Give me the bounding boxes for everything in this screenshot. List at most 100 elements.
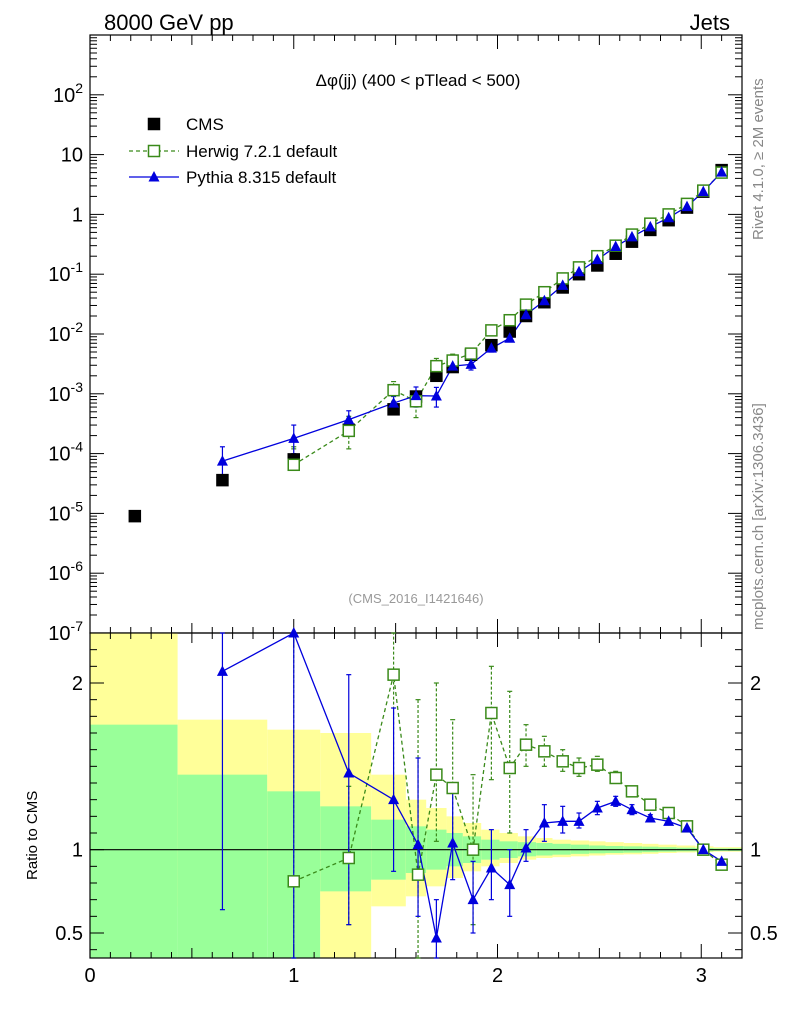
pythia-ratio-point	[610, 795, 622, 806]
herwig-ratio-point	[644, 798, 657, 811]
pythia-ratio-point	[430, 932, 442, 943]
pythia-ratio-point	[343, 767, 355, 778]
pythia-ratio-point	[557, 815, 569, 826]
herwig-ratio-point	[556, 755, 569, 768]
pythia-point	[216, 455, 228, 466]
legend-herwig-marker	[147, 144, 161, 158]
ytick-label: 10-7	[48, 618, 83, 645]
pythia-point	[644, 220, 656, 232]
herwig-ratio-point	[411, 868, 425, 881]
pythia-ratio-point	[485, 862, 497, 873]
pythia-point	[447, 360, 459, 371]
pythia-point	[573, 265, 585, 277]
herwig-ratio-point	[519, 738, 533, 751]
pythia-point	[410, 389, 422, 401]
pythia-point	[681, 200, 693, 212]
ytick-label: 10-6	[48, 558, 83, 585]
pythia-ratio-point	[504, 878, 516, 890]
legend-cms-marker	[147, 117, 161, 131]
legend-label: CMS	[186, 115, 224, 134]
ratio-ytick-label: 2	[72, 673, 83, 695]
ratio-panel: 0 1 2 3 0.5 0.5 1 1 2 2	[55, 627, 778, 987]
cms-point	[216, 473, 229, 487]
pythia-point	[485, 342, 497, 353]
pythia-point	[288, 432, 300, 443]
pythia-point	[697, 185, 709, 197]
pythia-ratio-point	[216, 665, 228, 676]
band-inner	[90, 724, 178, 958]
pythia-ratio-point	[644, 812, 656, 823]
herwig-ratio-point	[503, 761, 516, 775]
ratio-ytick-label: 2	[750, 673, 761, 695]
pythia-point	[520, 308, 532, 320]
pythia-point	[557, 279, 569, 290]
herwig-ratio-point	[387, 668, 400, 681]
ytick-label: 10-4	[48, 439, 83, 466]
herwig-point	[464, 347, 478, 360]
herwig-point	[287, 458, 300, 472]
ytick-label: 1	[72, 204, 83, 226]
pythia-point	[430, 389, 442, 401]
herwig-point	[430, 359, 443, 373]
pythia-point	[504, 332, 516, 343]
band-inner	[320, 806, 372, 892]
herwig-ratio-point	[446, 781, 459, 795]
pythia-point	[343, 413, 355, 425]
pythia-point	[716, 166, 728, 177]
pythia-ratio-point	[288, 627, 300, 638]
pythia-ratio-point	[412, 838, 424, 850]
pythia-point	[663, 211, 675, 223]
ytick-label: 10-5	[48, 498, 83, 525]
herwig-point	[485, 324, 498, 337]
pythia-ratio-point	[520, 842, 532, 853]
ytick-label: 10-2	[48, 319, 83, 346]
ratio-ytick-label: 0.5	[55, 923, 83, 945]
pythia-point	[538, 294, 550, 306]
xtick-label: 1	[288, 965, 299, 987]
herwig-point	[387, 383, 400, 397]
legend-pythia-marker	[148, 171, 160, 182]
cms-point	[128, 509, 142, 523]
herwig-ratio-point	[572, 761, 586, 775]
herwig-point	[519, 298, 533, 311]
herwig-ratio-point	[625, 785, 639, 798]
xtick-label: 3	[696, 965, 707, 987]
pythia-ratio-point	[716, 855, 728, 866]
herwig-ratio-point	[430, 768, 443, 781]
pythia-ratio-point	[467, 893, 479, 905]
xtick-label: 0	[84, 965, 95, 987]
legend-label: Herwig 7.2.1 default	[186, 142, 337, 161]
pythia-point	[626, 230, 638, 242]
pythia-point	[388, 397, 400, 408]
ytick-label: 10	[61, 145, 83, 167]
mcplots-label: mcplots.cern.ch [arXiv:1306.3436]	[750, 403, 767, 630]
ratio-ylabel: Ratio to CMS	[24, 791, 41, 880]
chart-title: Δφ(jj) (400 < pTlead < 500)	[316, 71, 521, 90]
ytick-label: 10-1	[48, 259, 83, 286]
pythia-ratio-point	[697, 843, 709, 855]
pythia-ratio-point	[681, 822, 693, 833]
pythia-point	[465, 358, 477, 369]
herwig-ratio-point	[591, 758, 604, 771]
ratio-ytick-label: 1	[750, 840, 761, 862]
herwig-ratio-point	[466, 843, 480, 856]
pythia-ratio-point	[447, 837, 459, 848]
pythia-ratio-point	[591, 802, 603, 813]
pythia-point	[610, 240, 622, 252]
ratio-ytick-label: 1	[72, 840, 83, 862]
herwig-ratio-point	[342, 851, 356, 865]
legend: CMS Herwig 7.2.1 default Pythia 8.315 defa…	[129, 115, 337, 187]
pythia-ratio-point	[626, 803, 638, 815]
legend-label: Pythia 8.315 default	[186, 168, 337, 187]
xtick-label: 2	[492, 965, 503, 987]
herwig-ratio-point	[538, 745, 551, 758]
main-panel: 10-7 10-6 10-5 10-4 10-3 10-2 10-1 1 10 102 Δφ(jj)…	[48, 34, 743, 645]
ytick-label: 102	[53, 80, 83, 107]
pythia-ratio-line	[222, 632, 722, 939]
header-left: 8000 GeV pp	[104, 10, 234, 35]
pythia-point	[591, 253, 603, 265]
pythia-ratio-point	[388, 793, 400, 805]
herwig-point	[503, 313, 516, 327]
herwig-ratio-point	[609, 771, 622, 785]
